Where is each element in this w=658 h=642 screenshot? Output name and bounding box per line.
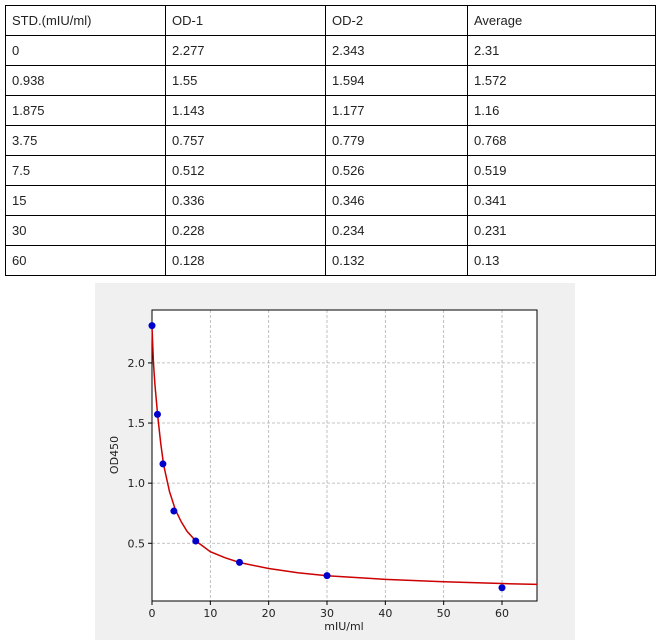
table-cell: 1.143 [165, 95, 326, 126]
data-point [323, 572, 331, 580]
table-row: 60 0.128 0.132 0.13 [5, 245, 656, 276]
table-cell: 0.132 [325, 245, 468, 276]
table-cell: 0.13 [467, 245, 656, 276]
data-point [170, 507, 178, 515]
x-tick-label: 60 [495, 607, 509, 620]
x-tick-label: 40 [378, 607, 392, 620]
table-cell: STD.(mIU/ml) [5, 5, 166, 36]
table-row: 30 0.228 0.234 0.231 [5, 215, 656, 246]
table-row: 0.938 1.55 1.594 1.572 [5, 65, 656, 96]
plot-area [152, 310, 537, 601]
table-cell: 0.779 [325, 125, 468, 156]
table-cell: 1.16 [467, 95, 656, 126]
table-cell: 0.234 [325, 215, 468, 246]
table-cell: 2.343 [325, 35, 468, 66]
plot-frame [151, 309, 538, 602]
table-cell: Average [467, 5, 656, 36]
x-axis-label: mIU/ml [324, 620, 364, 633]
x-tick-label: 10 [203, 607, 217, 620]
x-tick-label: 20 [262, 607, 276, 620]
table-cell: 30 [5, 215, 166, 246]
table-row: 0 2.277 2.343 2.31 [5, 35, 656, 66]
table-cell: 0.128 [165, 245, 326, 276]
x-tick-label: 50 [437, 607, 451, 620]
table-cell: 0.346 [325, 185, 468, 216]
table-cell: 60 [5, 245, 166, 276]
table-cell: 0.228 [165, 215, 326, 246]
y-tick-label: 0.5 [128, 537, 146, 550]
table-cell: OD-1 [165, 5, 326, 36]
data-point [153, 410, 161, 418]
y-tick-label: 1.5 [128, 417, 146, 430]
x-tick-label: 0 [149, 607, 156, 620]
table-cell: 0.757 [165, 125, 326, 156]
y-axis-label: OD450 [108, 436, 121, 474]
data-point [148, 322, 156, 330]
header-row: STD.(mIU/ml) OD-1 OD-2 Average [5, 5, 656, 36]
table-row: 3.75 0.757 0.779 0.768 [5, 125, 656, 156]
std-table: STD.(mIU/ml) OD-1 OD-2 Average 0 2.277 2.343 2.… [5, 5, 656, 276]
y-tick-label: 1.0 [128, 477, 146, 490]
table-cell: 0.512 [165, 155, 326, 186]
y-tick-label: 2.0 [128, 357, 146, 370]
table-cell: 1.875 [5, 95, 166, 126]
table-cell: 0.519 [467, 155, 656, 186]
data-point [192, 537, 200, 545]
data-point [159, 460, 167, 468]
data-point [498, 584, 506, 592]
x-tick-label: 30 [320, 607, 334, 620]
data-point [236, 558, 243, 566]
table-cell: 2.31 [467, 35, 656, 66]
